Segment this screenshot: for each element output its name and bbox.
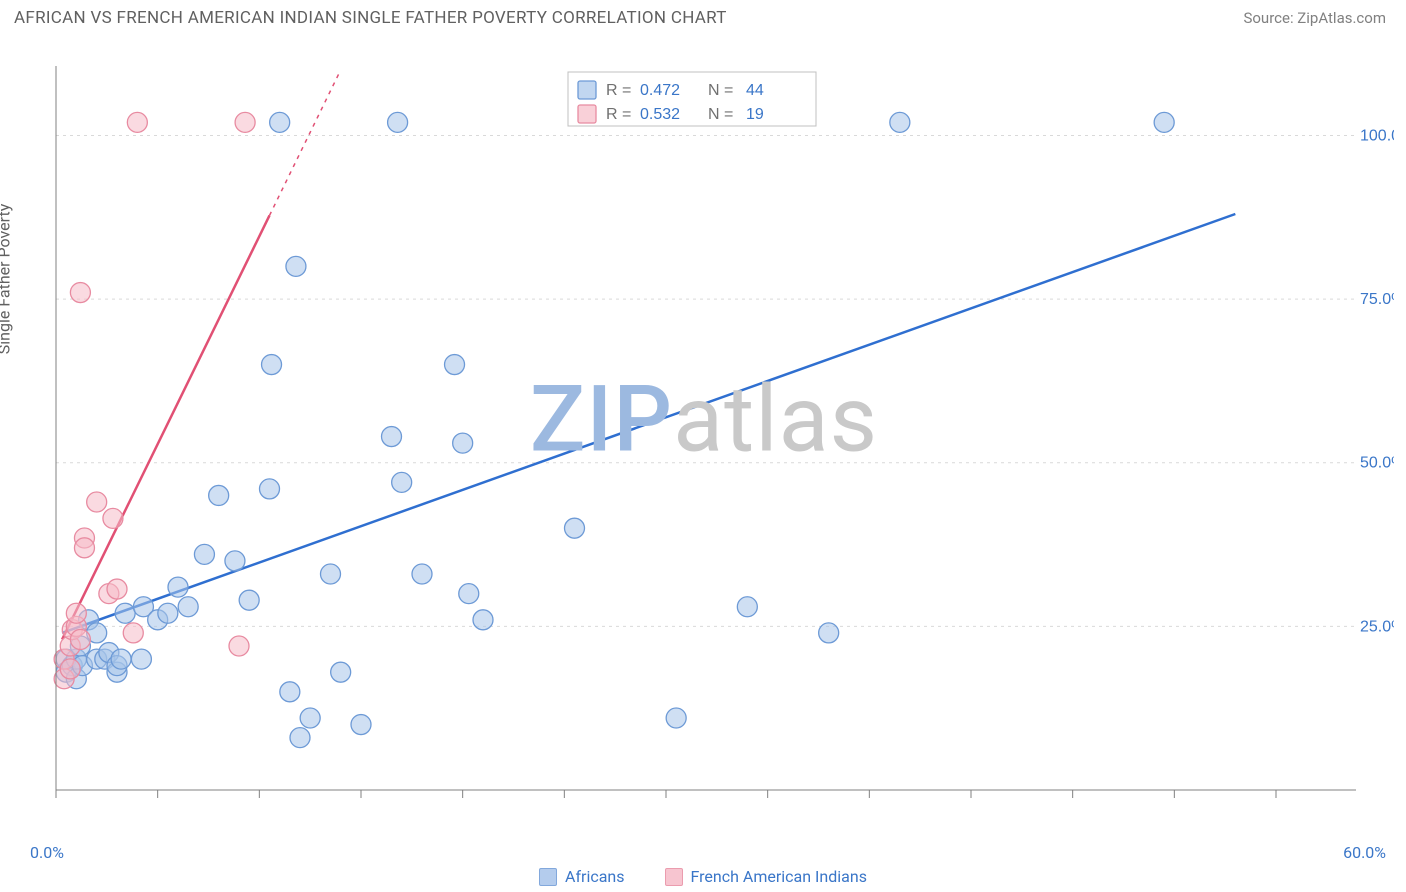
svg-text:25.0%: 25.0% bbox=[1360, 618, 1394, 635]
y-axis-label: Single Father Poverty bbox=[0, 204, 14, 355]
plot-container: Single Father Poverty 25.0%50.0%75.0%100… bbox=[14, 40, 1394, 800]
svg-text:44: 44 bbox=[746, 82, 764, 99]
svg-text:50.0%: 50.0% bbox=[1360, 455, 1394, 472]
source-label: Source: ZipAtlas.com bbox=[1243, 9, 1386, 27]
svg-text:R =: R = bbox=[606, 106, 631, 123]
legend-item: Africans bbox=[539, 867, 624, 886]
legend-swatch bbox=[539, 868, 557, 886]
svg-text:0.472: 0.472 bbox=[640, 82, 680, 99]
svg-text:R =: R = bbox=[606, 82, 631, 99]
svg-text:N =: N = bbox=[708, 106, 733, 123]
x-axis-min-label: 0.0% bbox=[30, 843, 64, 862]
svg-text:100.0%: 100.0% bbox=[1360, 127, 1394, 144]
svg-text:75.0%: 75.0% bbox=[1360, 291, 1394, 308]
scatter-chart: 25.0% 50.0% 75.0% 100.0% R = 0.472 N = 44 R = 0.5… bbox=[14, 40, 1394, 800]
svg-text:19: 19 bbox=[746, 106, 764, 123]
x-axis-max-label: 60.0% bbox=[1343, 843, 1386, 862]
legend-swatch bbox=[665, 868, 683, 886]
legend-label: Africans bbox=[565, 867, 624, 886]
legend: Africans French American Indians bbox=[0, 867, 1406, 886]
svg-text:N =: N = bbox=[708, 82, 733, 99]
chart-title: AFRICAN VS FRENCH AMERICAN INDIAN SINGLE… bbox=[14, 8, 727, 28]
svg-text:0.532: 0.532 bbox=[640, 106, 680, 123]
legend-label: French American Indians bbox=[691, 867, 867, 886]
legend-item: French American Indians bbox=[665, 867, 867, 886]
